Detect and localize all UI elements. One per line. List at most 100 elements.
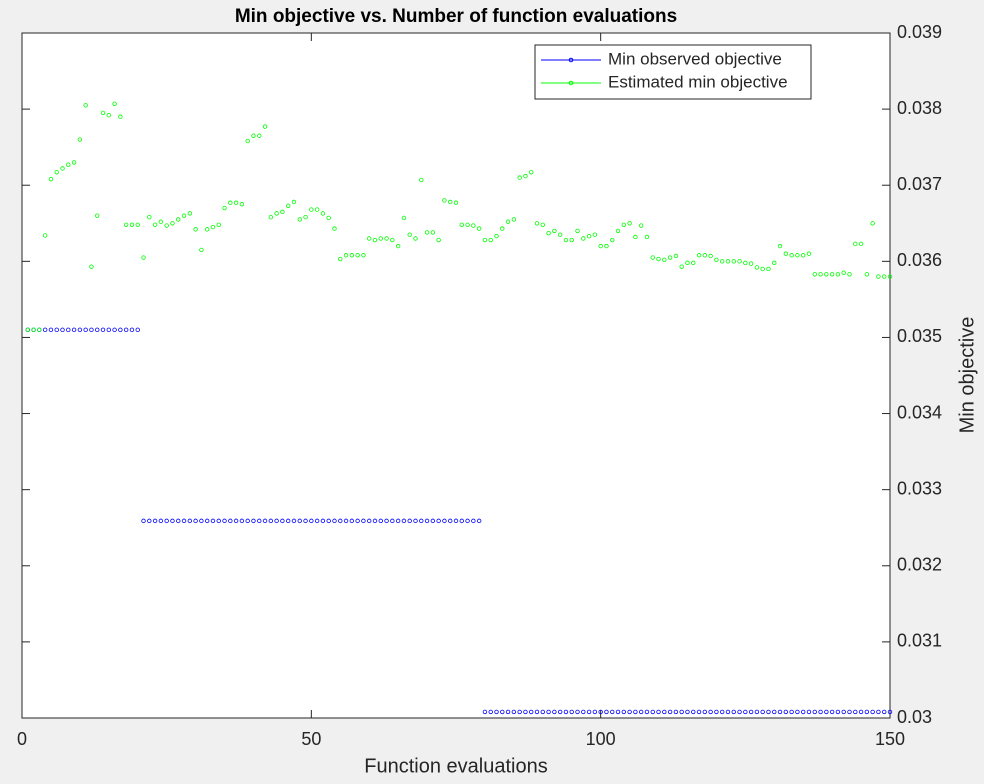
- point-marker: [31, 327, 36, 333]
- point-marker: [413, 236, 418, 241]
- point-marker: [685, 260, 690, 266]
- axis-box: [21, 32, 891, 719]
- point-marker: [222, 518, 227, 524]
- point-marker: [563, 709, 569, 715]
- point-marker: [152, 518, 158, 524]
- point-marker: [361, 253, 366, 258]
- point-marker: [395, 243, 401, 249]
- point-marker: [326, 215, 331, 221]
- y-tick-label: 0.036: [897, 250, 942, 270]
- point-marker: [459, 518, 464, 524]
- point-marker: [262, 518, 268, 524]
- point-marker: [210, 224, 216, 230]
- point-marker: [367, 236, 372, 241]
- point-marker: [216, 518, 221, 524]
- point-marker: [448, 518, 453, 524]
- point-marker: [147, 214, 152, 220]
- point-marker: [314, 518, 320, 524]
- point-marker: [656, 709, 661, 715]
- point-marker: [679, 709, 684, 715]
- point-marker: [552, 228, 557, 234]
- point-marker: [471, 518, 476, 524]
- point-marker: [147, 518, 152, 524]
- y-tick-label: 0.035: [897, 326, 942, 346]
- point-marker: [118, 327, 123, 333]
- y-tick-label: 0.031: [897, 631, 942, 651]
- point-marker: [777, 243, 783, 249]
- point-marker: [262, 124, 268, 129]
- point-marker: [824, 272, 829, 277]
- point-marker: [610, 709, 615, 715]
- point-marker: [274, 518, 279, 524]
- point-marker: [361, 518, 366, 524]
- point-marker: [679, 264, 684, 269]
- y-tick-label: 0.038: [897, 98, 942, 118]
- x-tick-label: 0: [17, 729, 27, 749]
- point-marker: [505, 709, 511, 715]
- point-marker: [725, 709, 731, 715]
- point-marker: [193, 518, 198, 524]
- point-marker: [280, 209, 285, 215]
- point-marker: [795, 709, 800, 715]
- point-marker: [158, 219, 164, 224]
- point-marker: [777, 709, 783, 715]
- point-marker: [42, 233, 48, 238]
- point-marker: [887, 274, 893, 279]
- point-marker: [54, 170, 59, 175]
- point-marker: [436, 237, 441, 243]
- point-marker: [419, 177, 424, 183]
- point-marker: [500, 226, 505, 231]
- legend-label: Min observed objective: [608, 49, 782, 68]
- point-marker: [685, 709, 690, 715]
- point-marker: [569, 709, 574, 715]
- point-marker: [760, 709, 765, 715]
- point-marker: [25, 327, 30, 333]
- point-marker: [291, 518, 297, 524]
- point-marker: [164, 518, 169, 524]
- point-marker: [141, 518, 146, 524]
- point-marker: [604, 709, 609, 715]
- point-marker: [424, 518, 430, 524]
- point-marker: [66, 327, 71, 333]
- point-marker: [673, 253, 679, 259]
- point-marker: [494, 709, 499, 715]
- point-marker: [297, 217, 302, 222]
- point-marker: [511, 217, 517, 222]
- point-marker: [801, 709, 806, 715]
- point-marker: [204, 227, 210, 232]
- point-marker: [488, 237, 493, 243]
- point-marker: [89, 327, 94, 333]
- point-marker: [42, 327, 48, 333]
- point-marker: [517, 175, 522, 180]
- point-marker: [806, 709, 812, 715]
- point-marker: [557, 232, 563, 237]
- point-marker: [853, 241, 858, 247]
- point-marker: [500, 709, 505, 715]
- point-marker: [482, 709, 488, 715]
- point-marker: [37, 327, 42, 333]
- point-marker: [812, 272, 817, 277]
- point-marker: [280, 518, 285, 524]
- point-marker: [285, 518, 291, 524]
- point-marker: [123, 327, 129, 333]
- point-marker: [737, 709, 742, 715]
- point-marker: [760, 266, 765, 272]
- point-marker: [309, 518, 314, 524]
- point-marker: [662, 257, 667, 263]
- point-marker: [789, 709, 794, 715]
- point-marker: [332, 518, 337, 524]
- point-marker: [222, 205, 227, 211]
- point-marker: [835, 709, 841, 715]
- point-marker: [841, 270, 846, 275]
- point-marker: [829, 709, 835, 715]
- point-marker: [123, 222, 129, 227]
- point-marker: [442, 198, 447, 203]
- y-tick-label: 0.03: [897, 707, 932, 727]
- point-marker: [309, 207, 314, 212]
- point-marker: [772, 260, 777, 266]
- point-marker: [77, 327, 83, 333]
- point-marker: [48, 327, 54, 333]
- point-marker: [476, 226, 482, 231]
- point-marker: [291, 199, 297, 205]
- point-marker: [349, 518, 355, 524]
